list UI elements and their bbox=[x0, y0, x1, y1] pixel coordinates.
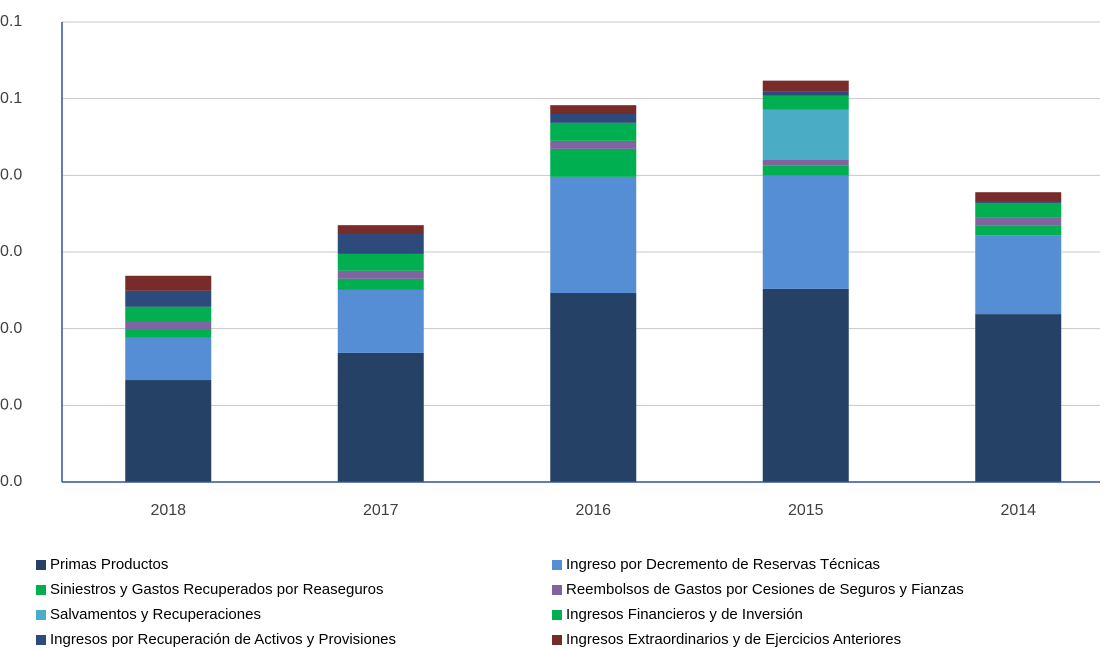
bar-segment bbox=[975, 201, 1062, 203]
legend-swatch bbox=[36, 585, 46, 595]
legend-swatch bbox=[36, 635, 46, 645]
y-tick-label: 0.0 bbox=[0, 167, 22, 184]
bar-segment bbox=[975, 314, 1062, 482]
bar-segment bbox=[125, 321, 212, 330]
bar-segment bbox=[762, 91, 849, 96]
legend-label: Ingresos Financieros y de Inversión bbox=[566, 606, 803, 623]
legend-label: Primas Productos bbox=[50, 556, 168, 573]
legend-label: Siniestros y Gastos Recuperados por Reas… bbox=[50, 581, 384, 598]
bar-segment bbox=[337, 289, 424, 353]
y-tick-label: 0.1 bbox=[0, 90, 22, 107]
legend-swatch bbox=[36, 610, 46, 620]
bar-segment bbox=[550, 114, 637, 123]
bar-segment bbox=[337, 352, 424, 482]
x-tick-label: 2015 bbox=[788, 502, 824, 519]
y-tick-label: 0.0 bbox=[0, 243, 22, 260]
x-tick-label: 2014 bbox=[1000, 502, 1036, 519]
y-tick-label: 0.0 bbox=[0, 397, 22, 414]
legend-swatch bbox=[552, 635, 562, 645]
legend-label: Reembolsos de Gastos por Cesiones de Seg… bbox=[566, 581, 964, 598]
bar-segment bbox=[975, 217, 1062, 226]
bar-segment bbox=[125, 337, 212, 381]
bar-segment bbox=[762, 159, 849, 166]
legend-label: Ingresos Extraordinarios y de Ejercicios… bbox=[566, 631, 901, 648]
bar-segment bbox=[762, 175, 849, 289]
bar-segment bbox=[975, 225, 1062, 236]
x-tick-label: 2016 bbox=[575, 502, 611, 519]
bar-segment bbox=[975, 192, 1062, 202]
y-tick-label: 0.0 bbox=[0, 320, 22, 337]
bar-segment bbox=[125, 290, 212, 307]
bar-segment bbox=[550, 105, 637, 114]
bar-segment bbox=[550, 148, 637, 177]
legend-label: Ingresos por Recuperación de Activos y P… bbox=[50, 631, 396, 648]
y-tick-label: 0.0 bbox=[0, 473, 22, 490]
bar-segment bbox=[337, 253, 424, 271]
x-tick-label: 2018 bbox=[150, 502, 186, 519]
bar-segment bbox=[550, 176, 637, 294]
bar-segment bbox=[762, 109, 849, 160]
bar-segment bbox=[762, 95, 849, 110]
bar-segment bbox=[762, 165, 849, 176]
bar-segment bbox=[125, 275, 212, 291]
legend-label: Salvamentos y Recuperaciones bbox=[50, 606, 261, 623]
legend-swatch bbox=[36, 560, 46, 570]
bar-segment bbox=[975, 235, 1062, 315]
legend-label: Ingreso por Decremento de Reservas Técni… bbox=[566, 556, 880, 573]
y-tick-label: 0.1 bbox=[0, 13, 22, 30]
bar-segment bbox=[975, 202, 1062, 218]
legend-swatch bbox=[552, 585, 562, 595]
x-tick-label: 2017 bbox=[363, 502, 399, 519]
bar-segment bbox=[550, 122, 637, 141]
bar-segment bbox=[337, 233, 424, 254]
bar-segment bbox=[125, 329, 212, 338]
bar-segment bbox=[550, 140, 637, 149]
legend-swatch bbox=[552, 610, 562, 620]
bar-segment bbox=[550, 293, 637, 482]
bar-segment bbox=[125, 306, 212, 321]
bar-segment bbox=[762, 288, 849, 482]
legend-swatch bbox=[552, 560, 562, 570]
bar-segment bbox=[125, 380, 212, 482]
bar-segment bbox=[337, 270, 424, 279]
bar-segment bbox=[337, 278, 424, 290]
bar-segment bbox=[337, 225, 424, 234]
bar-segment bbox=[762, 80, 849, 92]
